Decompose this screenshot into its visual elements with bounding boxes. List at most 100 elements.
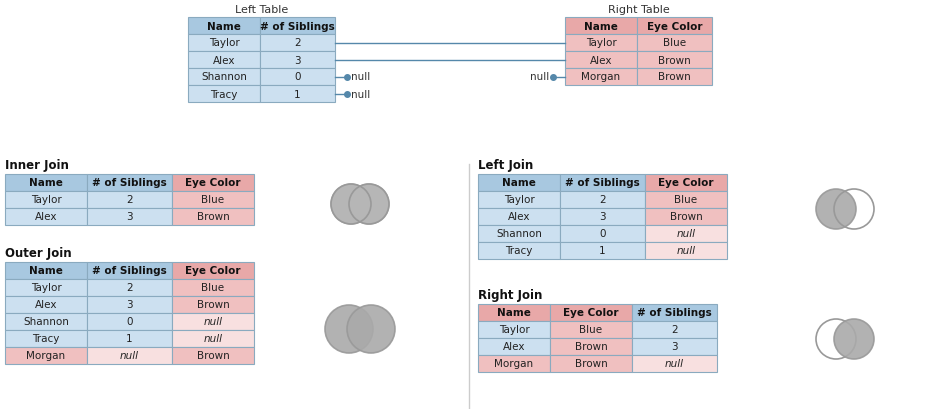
Bar [550,304,632,321]
Text: # of Siblings: # of Siblings [92,266,167,276]
Bar [188,18,260,35]
Bar [5,330,87,347]
Bar [637,18,712,35]
Text: # of Siblings: # of Siblings [260,21,335,31]
Text: Taylor: Taylor [208,38,239,48]
Bar [172,330,254,347]
Bar [260,69,335,86]
Bar [560,175,645,191]
Bar [632,355,717,372]
Text: Shannon: Shannon [201,72,247,82]
Text: Name: Name [584,21,618,31]
Text: Brown: Brown [197,212,230,222]
Circle shape [834,319,874,359]
Text: 3: 3 [295,55,301,65]
Bar [5,209,87,225]
Text: Alex: Alex [35,212,57,222]
Text: 2: 2 [127,283,133,293]
Bar [172,313,254,330]
Text: Brown: Brown [658,55,691,65]
Text: null: null [351,89,371,99]
Bar [87,279,172,296]
Text: Morgan: Morgan [582,72,621,82]
Bar [172,279,254,296]
Text: Brown: Brown [197,300,230,310]
Bar [172,347,254,364]
Bar [565,35,637,52]
Text: 1: 1 [599,246,606,256]
Text: null: null [204,334,222,344]
Bar [87,296,172,313]
Circle shape [325,305,373,353]
Text: Tracy: Tracy [210,89,237,99]
Text: Blue: Blue [202,195,224,205]
Text: Eye Color: Eye Color [563,308,619,318]
Text: 0: 0 [295,72,301,82]
Text: null: null [351,72,371,82]
Bar [637,69,712,86]
Text: Eye Color: Eye Color [185,266,241,276]
Bar [5,279,87,296]
Text: Brown: Brown [658,72,691,82]
Bar [5,313,87,330]
Bar [565,52,637,69]
Text: Right Table: Right Table [608,5,670,15]
Bar [632,338,717,355]
Text: Alex: Alex [503,342,525,352]
Circle shape [347,305,395,353]
Text: Shannon: Shannon [496,229,542,239]
Text: Right Join: Right Join [478,288,542,301]
Text: null: null [676,229,695,239]
Bar [560,191,645,209]
Bar [550,321,632,338]
Bar [87,330,172,347]
Bar [478,338,550,355]
Text: Inner Join: Inner Join [5,159,68,172]
Text: 0: 0 [127,317,133,327]
Text: 1: 1 [295,89,301,99]
Text: null: null [665,359,684,369]
Bar [478,304,550,321]
Text: Alex: Alex [507,212,530,222]
Bar [478,209,560,225]
Text: Taylor: Taylor [499,325,529,335]
Bar [645,191,727,209]
Text: Eye Color: Eye Color [185,178,241,188]
Bar [645,225,727,243]
Text: 3: 3 [672,342,678,352]
Bar [645,209,727,225]
Polygon shape [331,184,389,225]
Bar [188,52,260,69]
Text: Taylor: Taylor [31,283,61,293]
Text: # of Siblings: # of Siblings [92,178,167,188]
Text: Outer Join: Outer Join [5,246,71,259]
Text: Brown: Brown [575,342,608,352]
Text: 2: 2 [127,195,133,205]
Text: # of Siblings: # of Siblings [565,178,640,188]
Text: Brown: Brown [575,359,608,369]
Bar [550,355,632,372]
Text: null: null [530,72,549,82]
Text: Blue: Blue [663,38,686,48]
Bar [188,35,260,52]
Text: Blue: Blue [580,325,602,335]
Text: Eye Color: Eye Color [646,21,703,31]
Text: Taylor: Taylor [504,195,535,205]
Text: Name: Name [29,178,63,188]
Bar [172,262,254,279]
Text: Brown: Brown [197,351,230,361]
Text: Name: Name [29,266,63,276]
Bar [560,243,645,259]
Bar [645,175,727,191]
Bar [172,209,254,225]
Text: Taylor: Taylor [31,195,61,205]
Text: Alex: Alex [213,55,235,65]
Text: Name: Name [207,21,241,31]
Text: Morgan: Morgan [26,351,66,361]
Text: 3: 3 [127,300,133,310]
Text: Left Table: Left Table [234,5,288,15]
Text: Tracy: Tracy [32,334,60,344]
Bar [5,175,87,191]
Text: 2: 2 [599,195,606,205]
Bar [87,175,172,191]
